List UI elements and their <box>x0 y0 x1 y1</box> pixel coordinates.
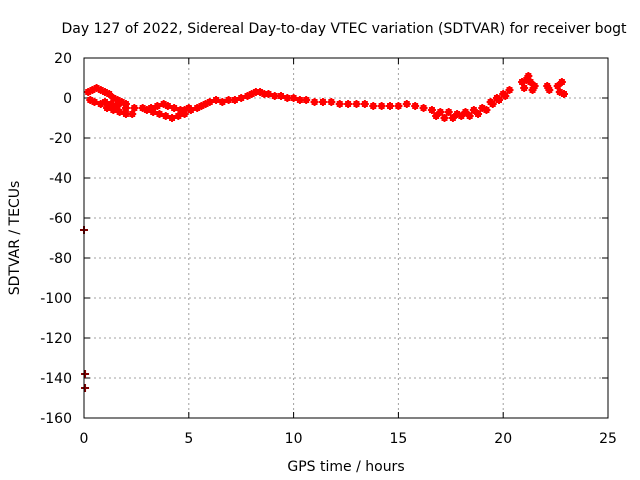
data-point <box>230 96 239 104</box>
y-tick-label: -40 <box>49 171 72 187</box>
y-tick-label: -60 <box>49 211 72 227</box>
data-point <box>520 84 529 92</box>
data-point <box>155 110 164 118</box>
data-point <box>295 96 304 104</box>
plot-frame <box>83 57 609 419</box>
x-tick-label: 20 <box>494 431 512 447</box>
y-tick-label: 20 <box>54 51 72 67</box>
x-axis-label: GPS time / hours <box>287 459 404 475</box>
data-point <box>501 92 510 100</box>
data-point <box>327 98 336 106</box>
data-point <box>335 100 344 108</box>
y-tick-label: -160 <box>40 411 72 427</box>
data-point <box>402 100 411 108</box>
data-point <box>505 86 514 94</box>
data-point <box>411 102 420 110</box>
x-tick-label: 25 <box>599 431 617 447</box>
y-tick-label: -100 <box>40 291 72 307</box>
data-point <box>474 110 483 118</box>
x-tick-label: 10 <box>285 431 303 447</box>
data-point <box>212 96 221 104</box>
data-point <box>90 98 99 106</box>
x-tick-label: 15 <box>389 431 407 447</box>
data-point <box>113 102 122 110</box>
outlier-point <box>81 384 90 392</box>
data-point <box>149 108 158 116</box>
data-point <box>237 94 246 102</box>
data-point <box>218 98 227 106</box>
data-point <box>205 98 214 106</box>
y-tick-label: 0 <box>63 91 72 107</box>
data-point <box>344 100 353 108</box>
data-point <box>310 98 319 106</box>
y-tick-label: -80 <box>49 251 72 267</box>
data-point <box>448 114 457 122</box>
y-tick-label: -120 <box>40 331 72 347</box>
axis-ticks <box>83 57 609 419</box>
data-point <box>163 102 172 110</box>
data-point <box>495 96 504 104</box>
data-point <box>419 104 428 112</box>
data-point <box>180 110 189 118</box>
data-point <box>545 86 554 94</box>
data-point <box>100 98 109 106</box>
data-point <box>432 112 441 120</box>
x-tick-label: 5 <box>184 431 193 447</box>
data-point <box>277 92 286 100</box>
data-point <box>427 106 436 114</box>
x-tick-label: 0 <box>80 431 89 447</box>
outlier-point <box>81 370 90 378</box>
data-point <box>170 104 179 112</box>
data-point <box>318 98 327 106</box>
y-tick-labels: 20 0 -20 -40 -60 -80 -100 -120 -140 -160 <box>40 51 72 427</box>
data-point <box>168 114 177 122</box>
chart-title: Day 127 of 2022, Sidereal Day-to-day VTE… <box>61 21 627 37</box>
data-point <box>360 100 369 108</box>
data-point <box>153 102 162 110</box>
data-point <box>161 112 170 120</box>
data-point <box>386 102 395 110</box>
data-point <box>377 102 386 110</box>
data-point <box>174 112 183 120</box>
data-point <box>557 78 566 86</box>
x-tick-labels: 0 5 10 15 20 25 <box>80 431 617 447</box>
data-point <box>394 102 403 110</box>
data-point <box>457 112 466 120</box>
data-point <box>107 100 116 108</box>
data-point <box>130 104 139 112</box>
grid-lines <box>84 58 608 418</box>
data-point <box>264 90 273 98</box>
data-point <box>488 100 497 108</box>
data-point <box>289 94 298 102</box>
data-point <box>465 112 474 120</box>
data-point <box>92 84 101 92</box>
y-tick-label: -140 <box>40 371 72 387</box>
data-point <box>302 96 311 104</box>
y-tick-label: -20 <box>49 131 72 147</box>
data-point <box>121 104 130 112</box>
data-point <box>436 108 445 116</box>
data-point <box>440 114 449 122</box>
data-point <box>186 106 195 114</box>
data-point <box>528 86 537 94</box>
data-point <box>482 106 491 114</box>
y-axis-label: SDTVAR / TECUs <box>7 181 23 296</box>
data-points <box>80 72 568 392</box>
data-point <box>369 102 378 110</box>
data-point <box>444 108 453 116</box>
data-point <box>352 100 361 108</box>
data-point <box>559 90 568 98</box>
data-point <box>524 72 533 80</box>
